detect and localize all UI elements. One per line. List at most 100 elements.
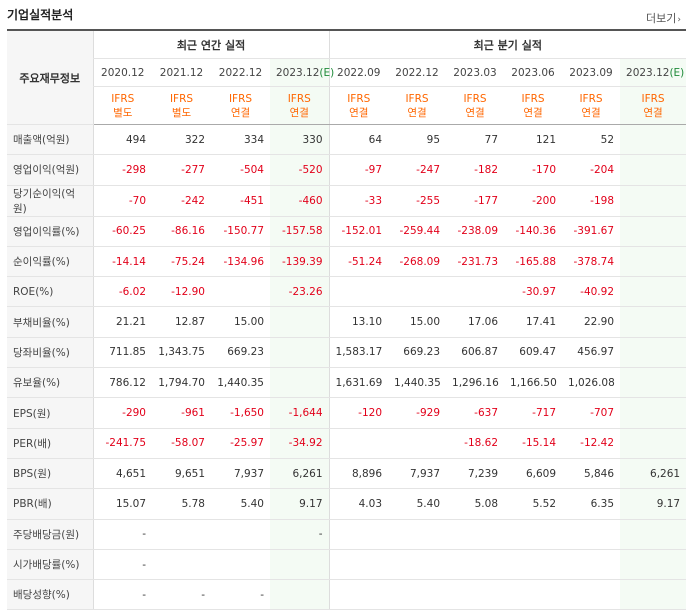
accounting-standard-header: IFRS 연결 <box>388 86 447 125</box>
table-cell <box>388 579 447 610</box>
table-cell <box>446 518 505 550</box>
table-cell: 1,440.35 <box>211 367 270 399</box>
period-header: 2022.12 <box>388 58 447 87</box>
standard-bottom: 연결 <box>407 106 427 119</box>
table-cell: -247 <box>388 154 447 186</box>
table-cell <box>211 276 270 308</box>
table-cell <box>620 306 687 338</box>
more-link[interactable]: 더보기› <box>646 10 681 26</box>
accounting-standard-header: IFRS 연결 <box>211 86 270 125</box>
table-body: 매출액(억원) 494 322 334 330 64 95 77 121 52 영업이익(억원) -2… <box>7 124 687 610</box>
period-label: 2022.12 <box>218 66 263 79</box>
table-cell: -58.07 <box>152 428 211 459</box>
table-row: BPS(원) 4,651 9,651 7,937 6,261 8,896 7,937 7,23… <box>7 458 687 490</box>
table-cell <box>620 579 687 610</box>
table-cell: - <box>92 518 152 550</box>
table-row: 시가배당률(%) - <box>7 549 687 581</box>
more-label: 더보기 <box>646 12 677 25</box>
table-cell <box>562 549 621 581</box>
table-cell: 15.00 <box>211 306 270 338</box>
table-cell: 6.35 <box>562 488 621 520</box>
period-header: 2021.12 <box>152 58 211 87</box>
table-cell: -255 <box>388 185 447 217</box>
table-cell: 77 <box>446 124 505 156</box>
table-cell: 330 <box>270 124 330 156</box>
table-cell <box>270 579 330 610</box>
table-cell: - <box>152 579 211 610</box>
table-cell <box>270 367 330 399</box>
row-label: ROE(%) <box>7 276 93 308</box>
table-cell: 9.17 <box>620 488 687 520</box>
table-cell <box>211 549 270 581</box>
row-label: PBR(배) <box>7 488 93 520</box>
table-cell: -60.25 <box>92 215 152 247</box>
table-cell: -134.96 <box>211 246 270 278</box>
row-label: EPS(원) <box>7 397 93 429</box>
table-cell <box>620 185 687 217</box>
standard-bottom: 별도 <box>113 106 133 119</box>
standard-top: IFRS <box>111 92 135 105</box>
table-cell <box>620 518 687 550</box>
table-cell: 7,937 <box>211 458 270 490</box>
table-cell <box>504 549 563 581</box>
table-cell: -717 <box>504 397 563 429</box>
table-cell: -504 <box>211 154 270 186</box>
table-cell: -238.09 <box>446 215 505 247</box>
accounting-standard-header: IFRS 연결 <box>446 86 505 125</box>
row-label: 배당성향(%) <box>7 579 93 610</box>
standard-bottom: 별도 <box>171 106 192 119</box>
row-label: 유보율(%) <box>7 367 93 399</box>
row-label: 당좌비율(%) <box>7 337 93 369</box>
table-cell: -70 <box>92 185 152 217</box>
row-label: 순이익률(%) <box>7 246 93 278</box>
table-cell: 711.85 <box>92 337 152 369</box>
period-header: 2022.12 <box>211 58 270 87</box>
table-cell: 7,937 <box>388 458 447 490</box>
table-cell: -707 <box>562 397 621 429</box>
row-label: BPS(원) <box>7 458 93 490</box>
corner-header: 주요재무정보 <box>7 29 93 125</box>
table-cell <box>152 518 211 550</box>
standard-top: IFRS <box>169 92 194 105</box>
standard-bottom: 연결 <box>643 106 663 119</box>
period-label: 2023.12 <box>276 66 320 79</box>
table-cell <box>388 518 447 550</box>
table-cell <box>620 276 687 308</box>
table-row: 당좌비율(%) 711.85 1,343.75 669.23 1,583.17 669.2… <box>7 337 687 369</box>
table-cell: -170 <box>504 154 563 186</box>
table-cell: 121 <box>504 124 563 156</box>
table-row: EPS(원) -290 -961 -1,650 -1,644 -120 -929 -637 -7… <box>7 397 687 429</box>
standard-bottom: 연결 <box>523 106 543 119</box>
table-cell: -12.90 <box>152 276 211 308</box>
table-cell: 9.17 <box>270 488 330 520</box>
table-cell: -259.44 <box>388 215 447 247</box>
table-cell: -182 <box>446 154 505 186</box>
table-cell: -25.97 <box>211 428 270 459</box>
table-cell: 5,846 <box>562 458 621 490</box>
table-cell: 5.40 <box>211 488 270 520</box>
table-cell: 52 <box>562 124 621 156</box>
table-cell: 95 <box>388 124 447 156</box>
table-cell: 6,261 <box>620 458 687 490</box>
table-cell <box>504 579 563 610</box>
table-cell: -204 <box>562 154 621 186</box>
table-row: 부채비율(%) 21.21 12.87 15.00 13.10 15.00 17.06 17.… <box>7 306 687 338</box>
table-cell: -451 <box>211 185 270 217</box>
table-cell: 1,440.35 <box>388 367 447 399</box>
table-cell: -34.92 <box>270 428 330 459</box>
table-cell: -378.74 <box>562 246 621 278</box>
standard-bottom: 연결 <box>349 106 369 119</box>
table-cell <box>446 579 505 610</box>
table-cell: 22.90 <box>562 306 621 338</box>
table-cell: - <box>211 579 270 610</box>
table-cell: -152.01 <box>328 215 389 247</box>
table-cell: 12.87 <box>152 306 211 338</box>
period-label: 2023.06 <box>511 66 555 79</box>
table-cell: 5.78 <box>152 488 211 520</box>
chevron-right-icon: › <box>677 15 681 25</box>
table-cell: 21.21 <box>92 306 152 338</box>
table-cell: -165.88 <box>504 246 563 278</box>
standard-top: IFRS <box>521 92 545 105</box>
table-cell: -460 <box>270 185 330 217</box>
table-cell: 6,609 <box>504 458 563 490</box>
